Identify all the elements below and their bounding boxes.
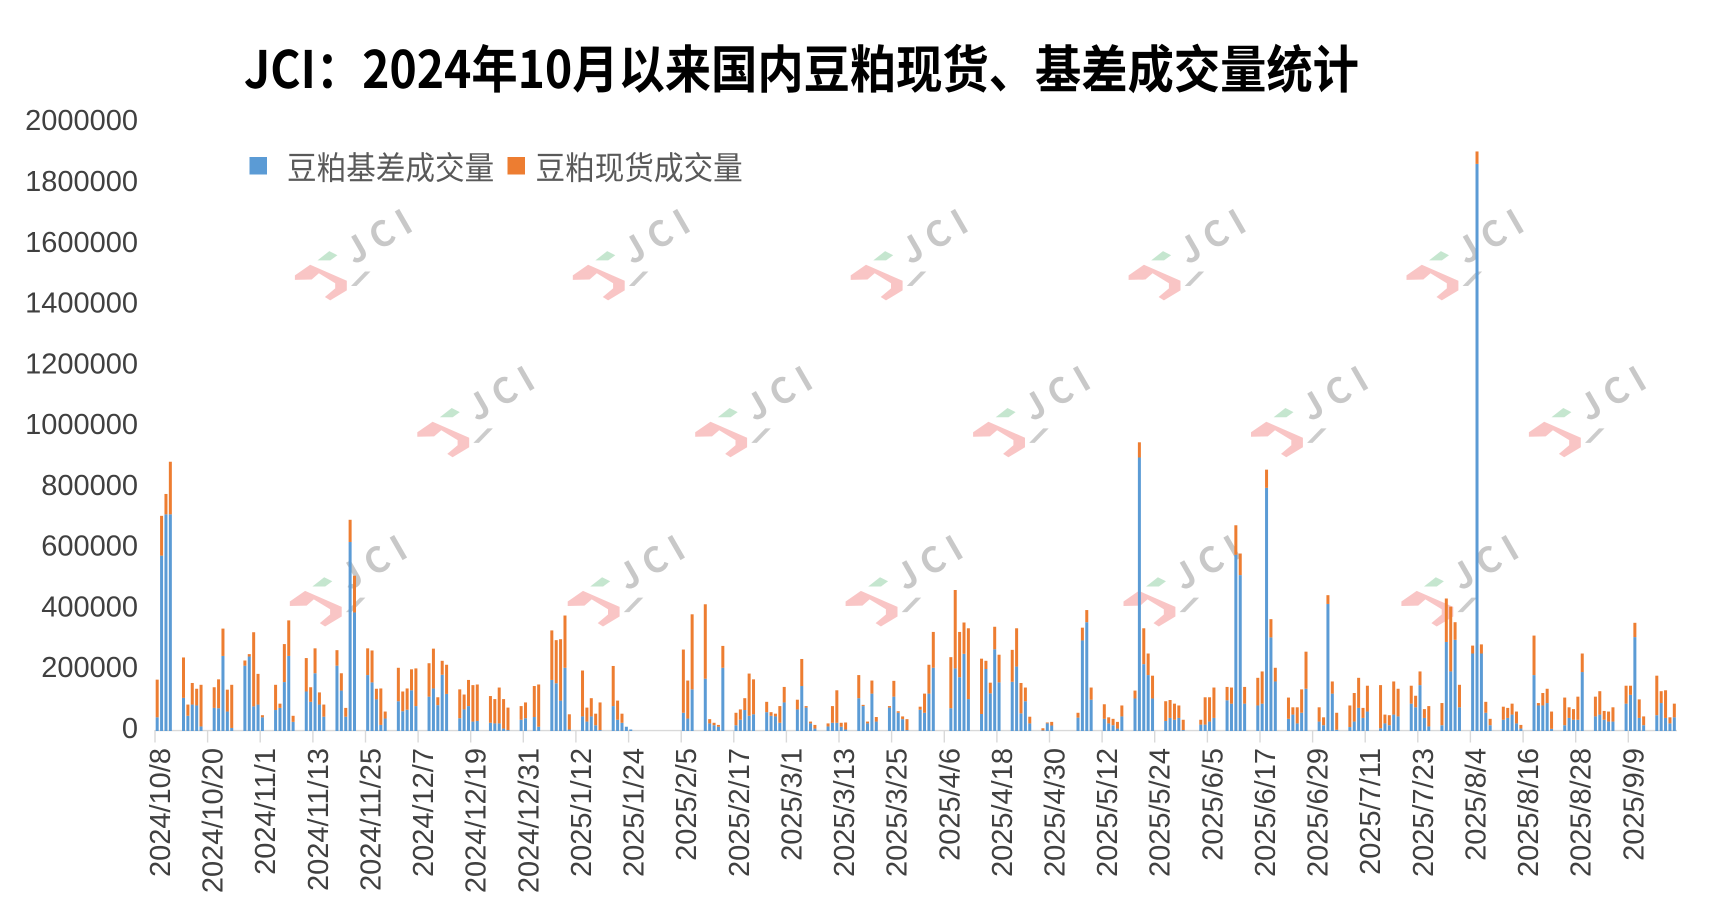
svg-text:2024/12/19: 2024/12/19 [461,748,493,893]
svg-text:2025/6/17: 2025/6/17 [1250,748,1282,877]
svg-text:2024/10/20: 2024/10/20 [198,748,230,893]
svg-text:2025/2/17: 2025/2/17 [724,748,756,877]
svg-text:2025/7/23: 2025/7/23 [1408,748,1440,877]
svg-text:2025/6/5: 2025/6/5 [1197,748,1229,861]
svg-text:2025/2/5: 2025/2/5 [671,748,703,861]
svg-text:800000: 800000 [41,470,138,502]
svg-text:2000000: 2000000 [25,105,138,137]
svg-text:2025/3/13: 2025/3/13 [829,748,861,877]
svg-text:2025/5/12: 2025/5/12 [1092,748,1124,877]
svg-text:2025/1/24: 2025/1/24 [619,748,651,877]
svg-text:2025/5/24: 2025/5/24 [1145,748,1177,877]
svg-text:400000: 400000 [41,591,138,623]
svg-text:2025/1/12: 2025/1/12 [566,748,598,877]
svg-text:2025/8/16: 2025/8/16 [1513,748,1545,877]
svg-text:600000: 600000 [41,531,138,563]
svg-text:2025/3/25: 2025/3/25 [882,748,914,877]
svg-text:2025/7/11: 2025/7/11 [1355,748,1387,875]
svg-text:2025/4/6: 2025/4/6 [934,748,966,861]
svg-text:2024/12/31: 2024/12/31 [513,748,545,893]
svg-text:200000: 200000 [41,652,138,684]
svg-text:2025/4/18: 2025/4/18 [987,748,1019,877]
svg-text:1600000: 1600000 [25,227,138,259]
svg-text:1200000: 1200000 [25,348,138,380]
svg-text:1000000: 1000000 [25,409,138,441]
svg-text:2025/3/1: 2025/3/1 [776,748,808,861]
svg-text:2024/11/25: 2024/11/25 [356,748,388,891]
svg-text:0: 0 [122,713,138,745]
svg-text:2024/12/7: 2024/12/7 [408,748,440,877]
svg-text:2025/8/4: 2025/8/4 [1460,748,1492,861]
svg-text:2025/8/28: 2025/8/28 [1566,748,1598,877]
svg-text:2025/9/9: 2025/9/9 [1618,748,1650,861]
svg-text:1400000: 1400000 [25,288,138,320]
svg-text:2025/6/29: 2025/6/29 [1303,748,1335,877]
svg-text:1800000: 1800000 [25,166,138,198]
svg-text:2024/11/13: 2024/11/13 [303,748,335,891]
svg-text:2024/10/8: 2024/10/8 [145,748,177,877]
svg-text:2024/11/1: 2024/11/1 [250,748,282,875]
svg-text:2025/4/30: 2025/4/30 [1040,748,1072,877]
